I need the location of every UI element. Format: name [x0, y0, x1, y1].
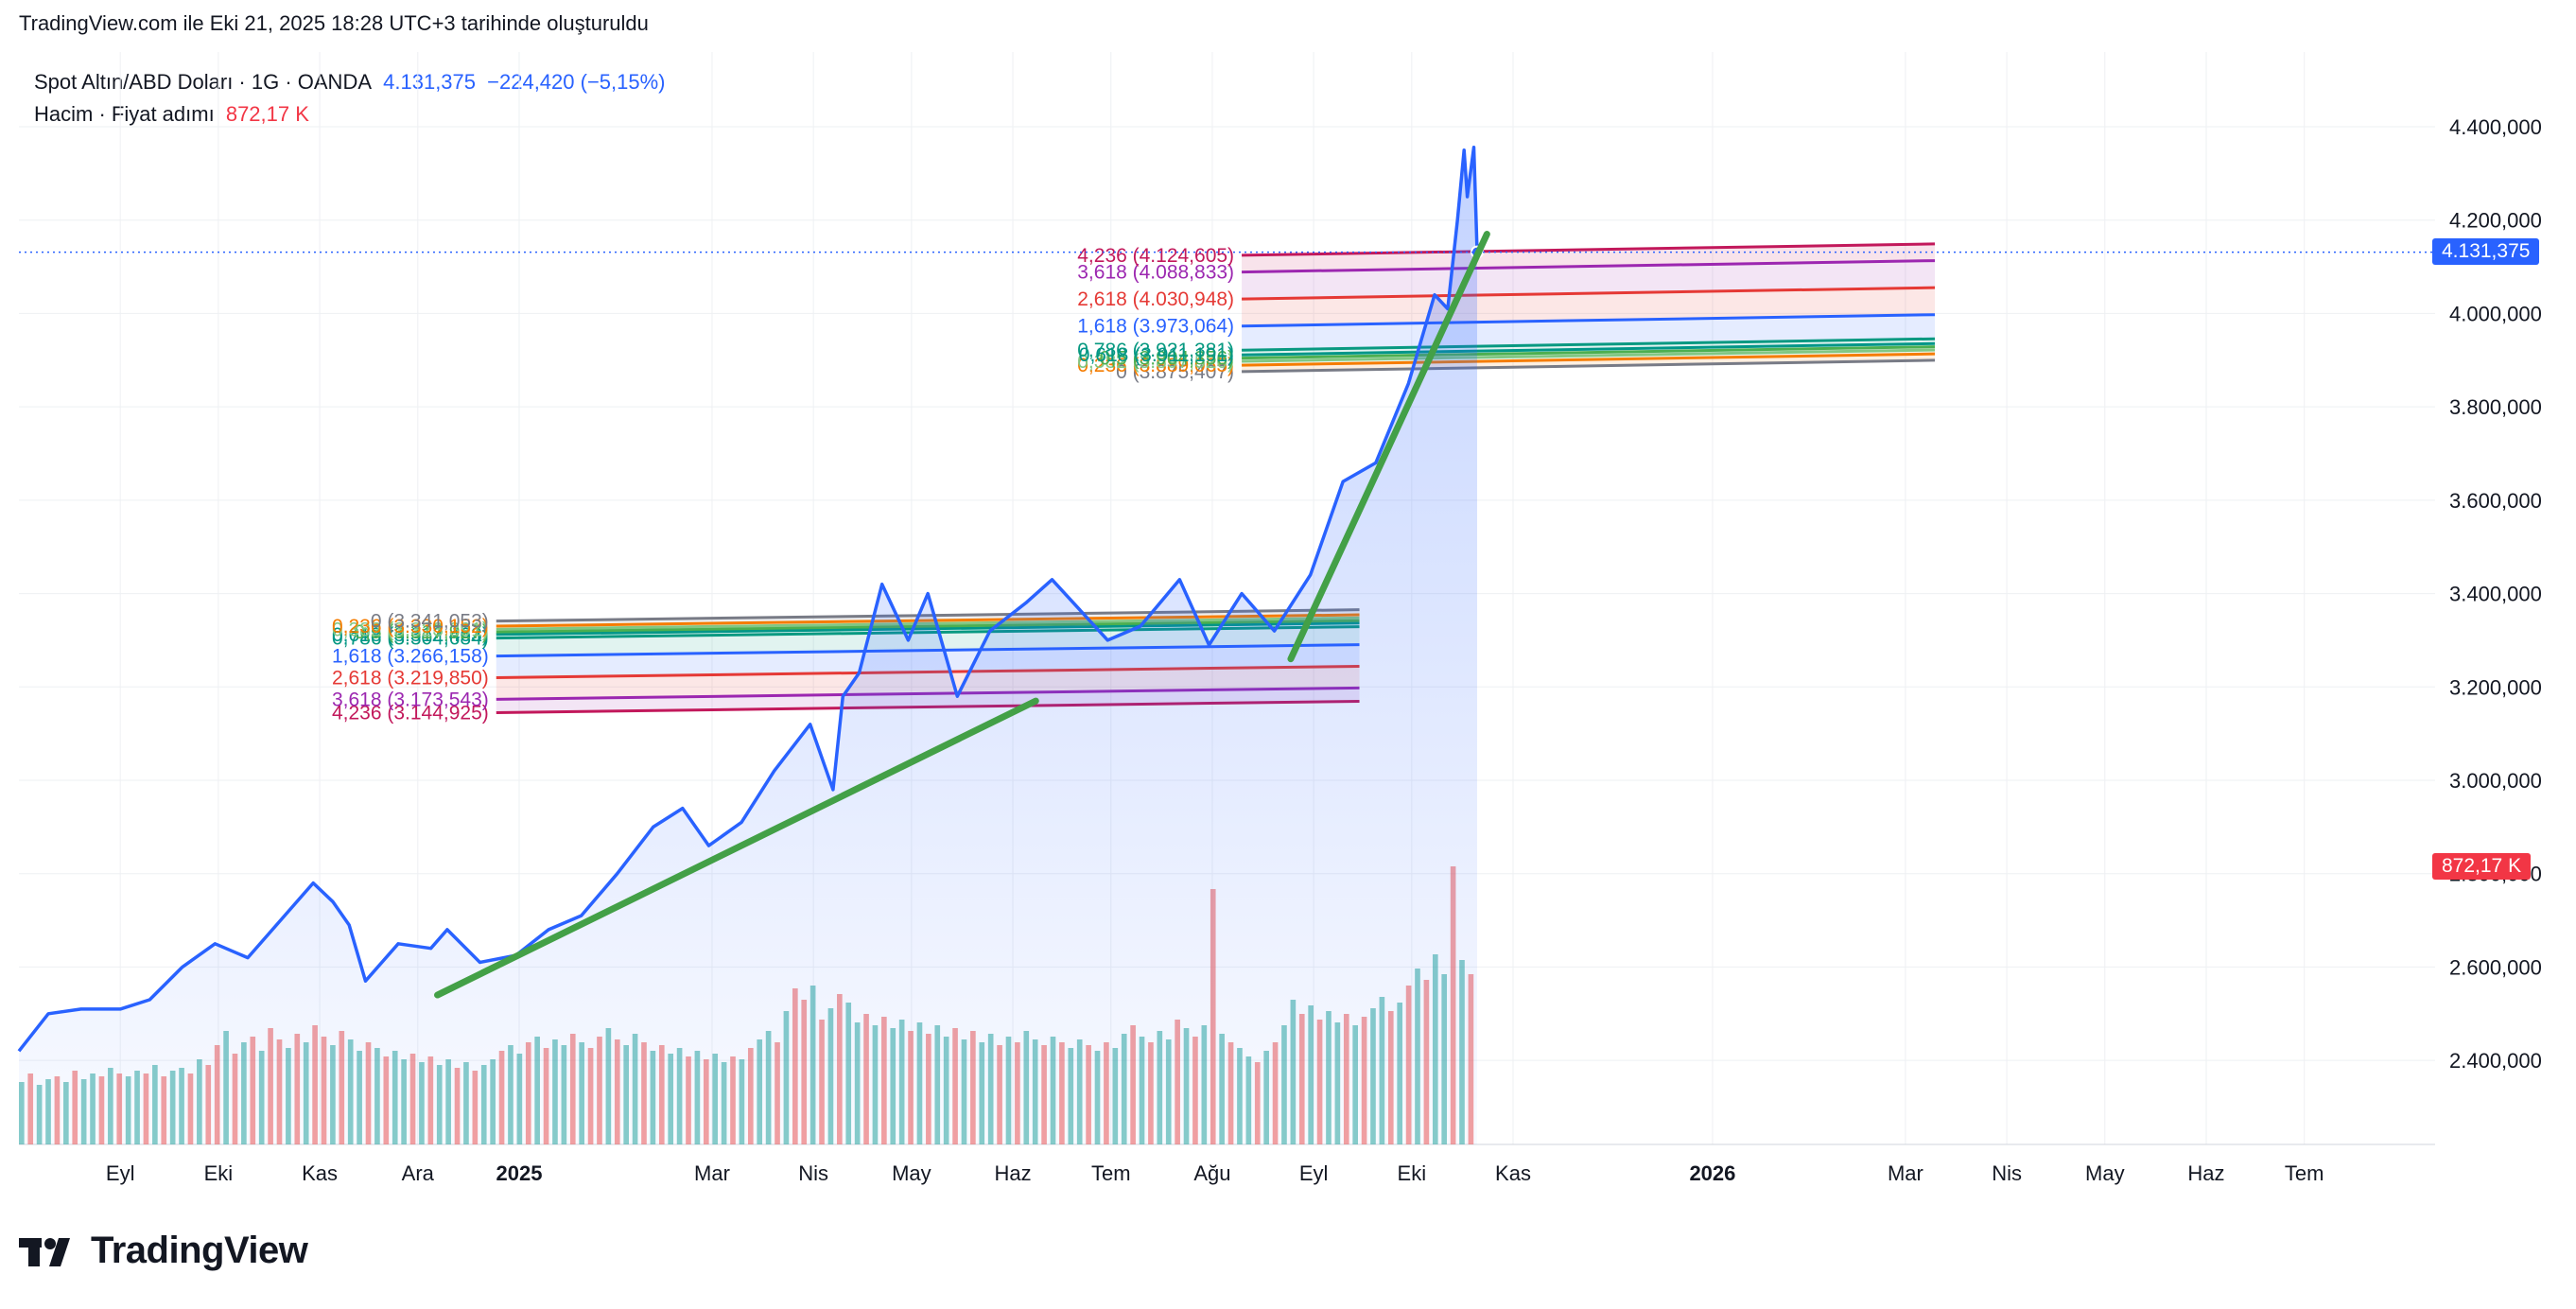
fib-level-line[interactable] [1242, 348, 1936, 363]
x-tick-label: Eyl [106, 1161, 135, 1185]
x-tick-label: Eyl [1299, 1161, 1329, 1185]
y-tick-label: 2.400,000 [2449, 1049, 2542, 1073]
fib-level-label: 0,382 (3.323,391) [332, 619, 489, 640]
price-line [17, 145, 1479, 1053]
tradingview-logo-icon [19, 1237, 70, 1266]
x-tick-label: Tem [1091, 1161, 1131, 1185]
last-price-badge: 4.131,375 [2432, 237, 2540, 265]
x-tick-label: 2025 [496, 1161, 543, 1185]
fib-level-label: 1,618 (3.973,064) [1077, 316, 1234, 338]
fib-level-label: 4,236 (4.124,605) [1077, 245, 1234, 267]
price-chart[interactable]: 4,236 (3.144,925)3,618 (3.173,543)2,618 … [0, 0, 2576, 1211]
fib-level-label: 2,618 (4.030,948) [1077, 288, 1234, 310]
x-tick-label: Ara [402, 1161, 435, 1185]
x-tick-label: Eki [1398, 1161, 1427, 1185]
fib-level-line[interactable] [1242, 242, 1936, 257]
fib-level-line[interactable] [1242, 345, 1936, 360]
time-axis[interactable]: Eyl Eki Kas Ara 2025 Mar Nis May Haz Tem Ağu Eyl Eki… [106, 1161, 2324, 1185]
y-tick-label: 3.000,000 [2449, 769, 2542, 793]
trendlines[interactable] [434, 231, 1490, 999]
trendline[interactable] [434, 697, 1039, 999]
legend-change: −224,420 (−5,15%) [487, 70, 666, 94]
y-tick-label: 4.200,000 [2449, 209, 2542, 233]
x-tick-label: Haz [994, 1161, 1031, 1185]
x-tick-label: Kas [1495, 1161, 1531, 1185]
legend-symbol[interactable]: Spot Altın/ABD Doları · 1G · OANDA [34, 70, 373, 94]
x-tick-label: May [892, 1161, 931, 1185]
fib-level-line[interactable] [1242, 313, 1936, 328]
x-tick-label: 2026 [1689, 1161, 1735, 1185]
legend-volume-value: 872,17 K [225, 102, 309, 126]
x-tick-label: Kas [302, 1161, 338, 1185]
price-area [19, 147, 1477, 1145]
fib-level-line[interactable] [1242, 341, 1936, 357]
fib-level-label: 0,786 (3.304,684) [332, 628, 489, 650]
fib-level-line[interactable] [1242, 352, 1936, 367]
fib-level-label: 0 (3.341,053) [371, 611, 489, 633]
fib-level-label: 2,618 (3.219,850) [332, 667, 489, 689]
chart-snapshot-caption: TradingView.com ile Eki 21, 2025 18:28 U… [19, 11, 649, 35]
fib-level-label: 0,382 (3.897,520) [1077, 351, 1234, 373]
x-tick-label: Mar [694, 1161, 730, 1185]
fib-zone [1242, 243, 1936, 272]
fib-level-label: 3,618 (3.173,543) [332, 689, 489, 710]
chart-legend: Spot Altın/ABD Doları · 1G · OANDA 4.131… [34, 66, 671, 131]
volume-badge: 872,17 K [2432, 853, 2532, 880]
x-tick-label: Tem [2285, 1161, 2324, 1185]
tradingview-wordmark: TradingView [91, 1230, 308, 1271]
tradingview-logo[interactable]: TradingView [19, 1230, 308, 1272]
y-tick-label: 3.600,000 [2449, 489, 2542, 513]
price-axis[interactable]: 2.400,0002.600,0002.800,0003.000,0003.20… [2449, 115, 2542, 1073]
fib-level-label: 0,618 (3.312,463) [332, 624, 489, 646]
x-tick-label: Nis [798, 1161, 828, 1185]
x-tick-label: May [2085, 1161, 2125, 1185]
x-tick-label: Ağu [1193, 1161, 1230, 1185]
fib-level-label: 3,618 (4.088,833) [1077, 262, 1234, 284]
fib-level-label: 0,236 (3.330,152) [332, 616, 489, 637]
fib-level-line[interactable] [1242, 337, 1936, 352]
fib-level-line[interactable] [1242, 358, 1936, 374]
x-tick-label: Eki [204, 1161, 234, 1185]
fib-level-label: 0 (3.875,407) [1116, 361, 1234, 383]
y-tick-label: 4.000,000 [2449, 302, 2542, 325]
fib-level-label: 0,618 (3.911,191) [1079, 344, 1234, 366]
legend-volume-label[interactable]: Hacim · Fiyat adımı [34, 102, 215, 126]
fib-level-line[interactable] [1242, 259, 1936, 274]
x-tick-label: Mar [1888, 1161, 1923, 1185]
y-tick-label: 3.800,000 [2449, 395, 2542, 419]
legend-volume-row: Hacim · Fiyat adımı 872,17 K [34, 98, 671, 131]
fib-level-label: 0,236 (3.889,065) [1077, 355, 1234, 376]
x-tick-label: Nis [1992, 1161, 2022, 1185]
fib-level-label: 0,5 (3.904,356) [1100, 348, 1234, 370]
y-tick-label: 3.400,000 [2449, 583, 2542, 606]
fib-level-label: 0,786 (3.921,381) [1077, 340, 1234, 361]
legend-symbol-row: Spot Altın/ABD Doları · 1G · OANDA 4.131… [34, 66, 671, 98]
trendline[interactable] [1287, 231, 1490, 663]
legend-last-price: 4.131,375 [383, 70, 477, 94]
fib-level-label: 0,5 (3.317,927) [354, 621, 488, 643]
y-tick-label: 2.600,000 [2449, 955, 2542, 979]
y-tick-label: 3.200,000 [2449, 675, 2542, 699]
x-tick-label: Haz [2187, 1161, 2224, 1185]
fib-level-line[interactable] [1242, 286, 1936, 301]
y-tick-label: 4.400,000 [2449, 115, 2542, 139]
fib-level-label: 4,236 (3.144,925) [332, 702, 489, 724]
fib-level-label: 1,618 (3.266,158) [332, 646, 489, 668]
